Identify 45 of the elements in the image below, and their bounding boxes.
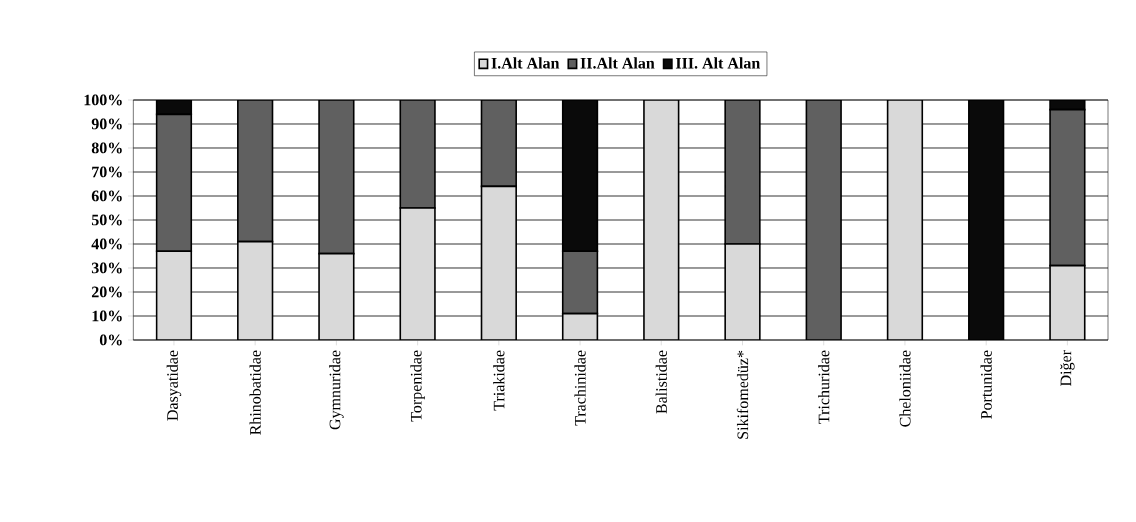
bar xyxy=(237,100,274,243)
bar xyxy=(480,185,517,340)
y-tick-label: 20% xyxy=(91,286,122,298)
bar xyxy=(561,312,599,340)
x-tick-label: Sikifomedüz* xyxy=(736,350,749,439)
x-tick-label: Gymnuridae xyxy=(329,350,344,430)
bar xyxy=(643,100,680,340)
x-tick-label: Cheloniidae xyxy=(899,350,911,427)
bar xyxy=(561,250,599,315)
legend-label: II.Alt Alan xyxy=(580,57,655,69)
y-tick-label: 50% xyxy=(91,214,122,226)
y-tick-label: 30% xyxy=(91,262,122,274)
y-tick-label: 60% xyxy=(91,190,122,202)
x-tick-label: Portunidae xyxy=(980,350,992,419)
bar xyxy=(886,100,924,340)
bar xyxy=(318,252,355,340)
x-tick-label: Rhinobatidae xyxy=(249,350,261,435)
x-tick-label: Triakidae xyxy=(493,350,505,411)
y-tick-label: 100% xyxy=(84,94,122,106)
bar xyxy=(480,100,517,188)
legend-label: I.Alt Alan xyxy=(491,57,560,69)
legend-label: III. Alt Alan xyxy=(675,57,761,69)
bar xyxy=(155,113,193,252)
y-tick-label: 0% xyxy=(99,334,122,346)
x-tick-label: Diğer xyxy=(1060,350,1075,387)
x-tick-label: Torpenidae xyxy=(410,350,425,422)
x-tick-label: Trichuridae xyxy=(818,350,830,424)
y-tick-label: 80% xyxy=(91,142,122,154)
x-tick-label: Trachinidae xyxy=(574,350,586,426)
bar xyxy=(155,250,193,340)
bar xyxy=(724,243,761,340)
y-tick-label: 70% xyxy=(92,166,122,178)
bar xyxy=(237,240,274,340)
bar xyxy=(805,100,842,340)
bar xyxy=(724,100,761,245)
bar xyxy=(318,100,355,255)
y-tick-label: 10% xyxy=(92,310,122,322)
y-tick-label: 90% xyxy=(91,118,122,130)
x-tick-label: Dasyatidae xyxy=(166,350,182,421)
bar xyxy=(399,100,436,209)
y-tick-label: 40% xyxy=(91,238,122,250)
x-tick-label: Balistidae xyxy=(655,350,667,414)
bar xyxy=(1049,108,1086,267)
bar xyxy=(1049,264,1086,340)
bar xyxy=(399,207,436,340)
